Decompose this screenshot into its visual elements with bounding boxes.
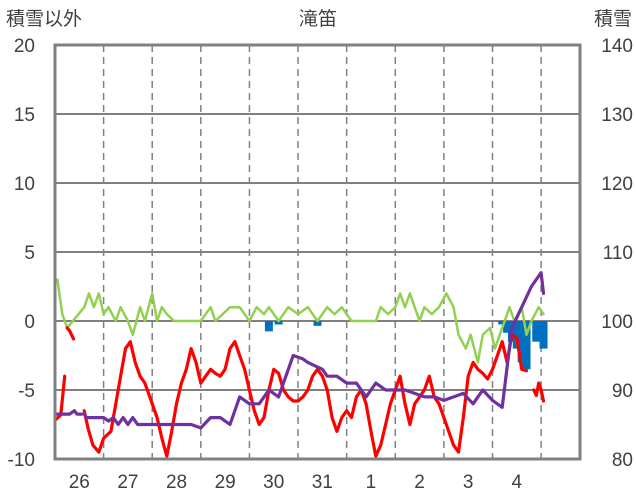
series-line-3: [53, 409, 84, 416]
left-tick-label: 10: [14, 174, 35, 195]
x-tick-label: 28: [166, 472, 187, 493]
snow-bar: [498, 321, 507, 325]
x-tick-label: 2: [414, 472, 425, 493]
series-line-3: [82, 271, 546, 430]
snow-bar: [264, 321, 273, 332]
right-axis-label: 積雪: [594, 8, 632, 30]
x-tick-label: 30: [263, 472, 284, 493]
snow-bar: [539, 321, 548, 349]
snow-bar: [517, 321, 526, 363]
left-axis-label: 積雪以外: [6, 8, 82, 30]
snow-bar: [532, 321, 541, 342]
right-tick-label: 110: [603, 243, 633, 264]
snow-bar: [512, 321, 521, 349]
series-line-2: [82, 333, 529, 458]
x-tick-label: 27: [117, 472, 138, 493]
left-tick-label: 5: [24, 243, 35, 264]
x-tick-label: 29: [215, 472, 236, 493]
left-tick-label: 20: [14, 36, 35, 57]
snow-bar: [522, 321, 531, 370]
right-tick-label: 130: [601, 105, 633, 126]
left-tick-label: 0: [24, 312, 35, 333]
series-lines: [53, 271, 546, 458]
snow-bar: [503, 321, 512, 333]
right-axis-ticks: 80 90 100 110 120 130 140: [601, 36, 633, 471]
series-line-2: [532, 381, 546, 403]
right-tick-label: 140: [601, 36, 633, 57]
right-tick-label: 120: [601, 174, 633, 195]
right-tick-label: 90: [612, 381, 633, 402]
series-line-2: [65, 326, 76, 341]
x-tick-label: 1: [366, 472, 377, 493]
series-line-1: [56, 278, 545, 364]
left-axis-ticks: -10 -5 0 5 10 15 20: [8, 36, 35, 471]
snow-bar: [274, 321, 283, 325]
right-tick-label: 80: [612, 450, 633, 471]
plot-border: [53, 43, 582, 461]
x-tick-label: 3: [463, 472, 474, 493]
x-tick-label: 31: [312, 472, 333, 493]
chart-title: 滝笛: [299, 8, 337, 30]
left-tick-label: -5: [18, 381, 35, 402]
x-axis-ticks: 26 27 28 29 30 31 1 2 3 4: [69, 472, 523, 493]
snow-bar: [313, 321, 322, 326]
x-tick-label: 4: [512, 472, 523, 493]
right-tick-label: 100: [601, 312, 633, 333]
left-tick-label: 15: [14, 105, 35, 126]
left-tick-label: -10: [8, 450, 35, 471]
x-tick-label: 26: [69, 472, 90, 493]
